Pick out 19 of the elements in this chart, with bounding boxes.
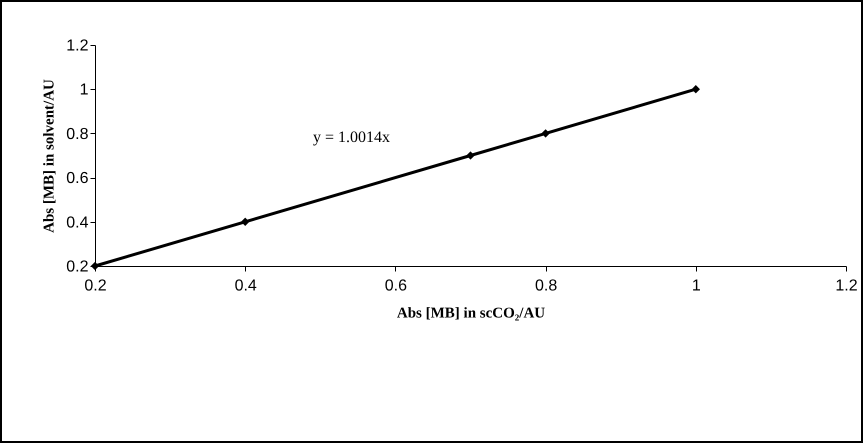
x-tick-label: 0.4: [234, 278, 257, 294]
y-tick-label: 0.8: [66, 126, 89, 143]
point: [241, 218, 250, 226]
x-tick-label: 0.8: [534, 278, 558, 294]
y-axis-title: Abs [MB] in solvent/AU: [41, 78, 58, 233]
annotation: y = 1.0014x: [313, 129, 390, 146]
point: [541, 129, 550, 138]
y-tick-label: 1.2: [66, 38, 89, 54]
y-tick-label: 0.6: [66, 170, 89, 188]
y-tick-label: 0.4: [66, 214, 89, 232]
x-tick-label: 1: [692, 278, 701, 294]
x-axis-title: Abs [MB] in scCO₂/AU: [396, 306, 546, 322]
y-tick-label: 1: [80, 82, 89, 99]
point: [692, 85, 700, 94]
x-tick-label: 0.6: [384, 278, 408, 294]
point: [466, 151, 475, 160]
x-tick-label: 0.2: [84, 278, 107, 294]
y-tick-label: 0.2: [66, 258, 89, 276]
x-tick-label: 1.2: [835, 278, 858, 294]
